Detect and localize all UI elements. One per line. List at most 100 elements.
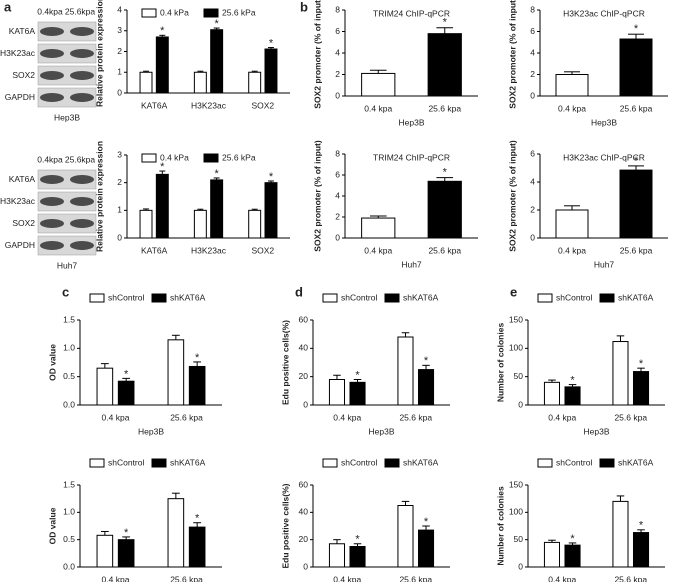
panel-label: e (510, 284, 517, 299)
bar (328, 379, 346, 406)
error-bar (564, 205, 580, 210)
y-tick-label: 2 (335, 211, 340, 221)
blot-band (70, 219, 94, 228)
bar (543, 381, 561, 406)
y-tick-label: 20 (299, 371, 309, 381)
x-tick-label: 0.4 kpa (364, 245, 392, 255)
blot-band (40, 175, 64, 184)
y-tick-label: 8 (530, 4, 535, 14)
error-bar (628, 33, 644, 40)
legend-swatch (384, 458, 400, 468)
row-label: GAPDH (5, 92, 35, 102)
error-bar (333, 539, 341, 544)
y-tick-label: 0 (303, 561, 308, 571)
lane-label: 25.6kpa (65, 6, 96, 16)
x-tick-label: 0.4 kpa (102, 412, 130, 422)
error-bar (193, 361, 202, 367)
y-axis-label: Edu positive cells(%) (280, 483, 290, 568)
bar (248, 71, 262, 94)
x-axis-label: Huh7 (401, 259, 422, 269)
blot-band (40, 197, 64, 206)
x-tick-label: 0.4 kpa (558, 103, 586, 113)
y-tick-label: 2 (530, 204, 535, 214)
x-tick-label: KAT6A (141, 100, 168, 110)
blot-band (70, 93, 94, 102)
error-bar (171, 492, 180, 499)
y-axis-label: OD value (47, 507, 57, 544)
x-tick-label: 25.6 kpa (614, 574, 647, 582)
y-tick-label: 100 (509, 507, 523, 517)
legend-swatch (141, 8, 157, 18)
error-bar (548, 379, 556, 383)
x-tick-label: 0.4 kpa (548, 574, 576, 582)
y-tick-label: 0 (303, 399, 308, 409)
legend-swatch (203, 8, 219, 18)
bar (155, 36, 169, 94)
y-tick-label: 20 (299, 534, 309, 544)
y-tick-label: 2 (117, 46, 122, 56)
bar (167, 498, 185, 568)
bar (361, 72, 396, 97)
bar (210, 29, 224, 94)
bar (139, 71, 153, 94)
y-axis-label: OD value (47, 344, 57, 381)
y-tick-label: 0 (518, 399, 523, 409)
significance: * (443, 167, 448, 179)
blot-strip (37, 191, 97, 212)
bar (397, 336, 414, 406)
x-axis-label: Huh7 (594, 259, 615, 269)
error-bar (100, 363, 109, 369)
y-tick-label: 4 (335, 47, 340, 57)
bar (612, 341, 629, 406)
y-tick-label: 1.0 (63, 507, 75, 517)
error-bar (159, 34, 166, 37)
y-tick-label: 4 (117, 4, 122, 14)
x-axis-label: Hep3B (399, 117, 425, 127)
bar (417, 369, 435, 406)
y-tick-label: 50 (514, 371, 524, 381)
y-tick-label: 1.0 (63, 343, 75, 353)
blot-strip (37, 235, 97, 256)
blot-strip (37, 65, 97, 86)
significance: * (160, 161, 165, 173)
legend-swatch (599, 458, 615, 468)
legend-label: shKAT6A (618, 292, 654, 302)
y-axis-label: SOX2 promoter (% of input) (507, 0, 517, 109)
error-bar (159, 170, 166, 175)
blot-band (70, 241, 94, 250)
bar (612, 500, 629, 568)
legend-label: shKAT6A (403, 292, 439, 302)
error-bar (568, 542, 577, 546)
bar (96, 367, 114, 406)
error-bar (369, 215, 387, 219)
error-bar (251, 70, 258, 73)
cell-label: Huh7 (57, 260, 78, 270)
chart-title: TRIM24 ChIP-qPCR (373, 8, 450, 18)
blot-band (40, 27, 64, 36)
blot-band (40, 71, 64, 80)
legend-swatch (537, 458, 553, 468)
y-tick-label: 100 (509, 343, 523, 353)
legend-label: shControl (341, 457, 377, 467)
bar (248, 209, 262, 239)
error-bar (369, 69, 387, 74)
y-tick-label: 60 (299, 314, 309, 324)
error-bar (197, 70, 204, 73)
significance: * (634, 155, 639, 167)
bar (397, 505, 414, 568)
bar (543, 541, 561, 568)
legend-label: shControl (108, 292, 144, 302)
bar (427, 180, 462, 239)
significance: * (215, 18, 220, 30)
significance: * (160, 25, 165, 37)
bar (564, 544, 581, 568)
y-tick-label: 0 (117, 232, 122, 242)
bar (155, 173, 169, 239)
error-bar (100, 530, 109, 536)
legend-swatch (599, 293, 615, 303)
bar (632, 371, 650, 406)
y-axis-label: Edu positive cells(%) (280, 320, 290, 405)
significance: * (195, 513, 200, 525)
significance: * (269, 37, 274, 49)
lane-label: 25.6kpa (65, 154, 96, 164)
